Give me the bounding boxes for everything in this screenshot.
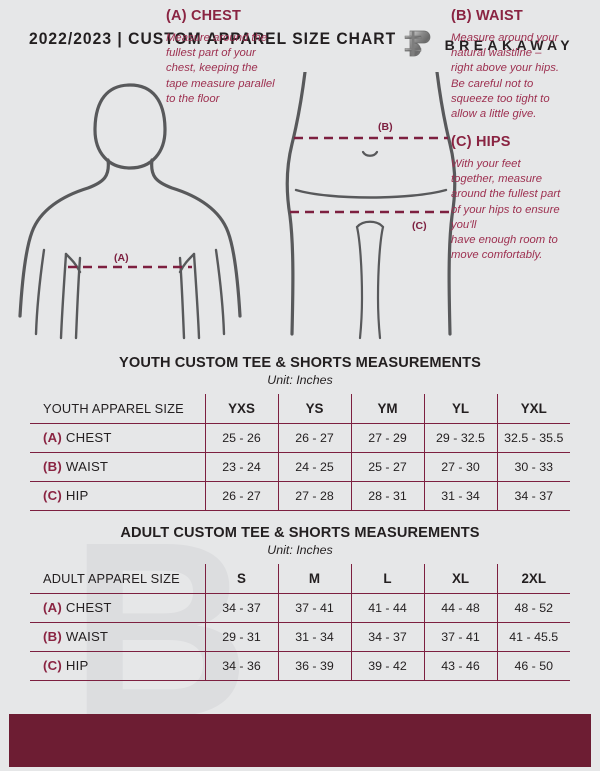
footer-bar [9, 714, 591, 767]
table-row: (B) WAIST 29 - 31 31 - 34 34 - 37 37 - 41… [30, 621, 570, 652]
adult-table-title: ADULT CUSTOM TEE & SHORTS MEASUREMENTS [120, 525, 480, 541]
adult-row-2-tag: (C) [43, 658, 62, 673]
adult-cell-0-3: 44 - 48 [423, 592, 497, 623]
youth-cell-0-0: 25 - 26 [204, 422, 278, 453]
adult-cell-0-4: 48 - 52 [496, 592, 570, 623]
youth-cell-1-1: 24 - 25 [277, 451, 351, 482]
youth-row-1-name: WAIST [65, 459, 109, 474]
table-row: (A) CHEST 34 - 37 37 - 41 41 - 44 44 - 48… [30, 592, 570, 623]
adult-cell-1-2: 34 - 37 [350, 621, 424, 652]
callout-waist-heading: (B) WAIST [451, 8, 523, 24]
youth-row-0-label: (A) CHEST [30, 422, 205, 453]
adult-cell-2-1: 36 - 39 [277, 650, 351, 681]
youth-size-header-3: YL [423, 394, 497, 424]
youth-cell-1-4: 30 - 33 [496, 451, 570, 482]
adult-cell-2-0: 34 - 36 [204, 650, 278, 681]
table-row: (A) CHEST 25 - 26 26 - 27 27 - 29 29 - 32… [30, 422, 570, 453]
youth-cell-0-4: 32.5 - 35.5 [496, 422, 570, 453]
adult-size-table-block: ADULT CUSTOM TEE & SHORTS MEASUREMENTS U… [30, 525, 570, 681]
adult-size-header-1: M [277, 564, 351, 594]
youth-cell-2-3: 31 - 34 [423, 480, 497, 511]
adult-cell-0-0: 34 - 37 [204, 592, 278, 623]
waist-marker-label: (B) [378, 121, 393, 133]
adult-first-col-header: ADULT APPAREL SIZE [30, 564, 205, 594]
youth-cell-2-1: 27 - 28 [277, 480, 351, 511]
youth-cell-1-2: 25 - 27 [350, 451, 424, 482]
adult-row-0-tag: (A) [43, 600, 62, 615]
youth-size-header-1: YS [277, 394, 351, 424]
callout-chest-body: Measure around the fullest part of your … [166, 32, 275, 105]
youth-table-title: YOUTH CUSTOM TEE & SHORTS MEASUREMENTS [119, 355, 481, 371]
adult-table-unit: Unit: Inches [267, 543, 333, 557]
table-row: (C) HIP 26 - 27 27 - 28 28 - 31 31 - 34 3… [30, 480, 570, 511]
adult-cell-2-2: 39 - 42 [350, 650, 424, 681]
hip-marker-label: (C) [412, 220, 427, 232]
adult-size-table: ADULT APPAREL SIZE S M L XL 2XL (A) CHEST… [30, 564, 570, 681]
chest-marker-label: (A) [114, 252, 129, 264]
adult-row-0-label: (A) CHEST [30, 592, 205, 623]
adult-cell-1-3: 37 - 41 [423, 621, 497, 652]
youth-row-0-tag: (A) [43, 430, 62, 445]
upper-body-figure-icon [18, 72, 457, 340]
breakaway-b-monogram-icon [402, 28, 432, 62]
lower-body-figure-icon [285, 72, 457, 340]
adult-row-2-label: (C) HIP [30, 650, 205, 681]
youth-size-table-block: YOUTH CUSTOM TEE & SHORTS MEASUREMENTS U… [30, 355, 570, 511]
adult-row-1-tag: (B) [43, 629, 62, 644]
youth-row-1-tag: (B) [43, 459, 62, 474]
adult-size-header-4: 2XL [496, 564, 570, 594]
adult-row-1-label: (B) WAIST [30, 621, 205, 652]
brand-lockup: BREAKAWAY [402, 28, 574, 62]
youth-cell-0-1: 26 - 27 [277, 422, 351, 453]
adult-cell-1-4: 41 - 45.5 [496, 621, 570, 652]
table-row: (C) HIP 34 - 36 36 - 39 39 - 42 43 - 46 4… [30, 650, 570, 681]
youth-cell-1-0: 23 - 24 [204, 451, 278, 482]
callout-hips-heading: (C) HIPS [451, 134, 511, 150]
youth-size-header-4: YXL [496, 394, 570, 424]
adult-size-header-2: L [350, 564, 424, 594]
adult-size-header-0: S [204, 564, 278, 594]
youth-cell-2-0: 26 - 27 [204, 480, 278, 511]
brand-name: BREAKAWAY [444, 37, 574, 53]
youth-table-header-row: YOUTH APPAREL SIZE YXS YS YM YL YXL [30, 394, 570, 424]
adult-row-2-name: HIP [65, 658, 89, 673]
adult-cell-0-1: 37 - 41 [277, 592, 351, 623]
page-title: 2022/2023 | CUSTOM APPAREL SIZE CHART [29, 29, 397, 48]
callout-hips-body: With your feet together, measure around … [451, 158, 561, 262]
adult-cell-2-4: 46 - 50 [496, 650, 570, 681]
callout-chest-heading: (A) CHEST [166, 8, 242, 24]
youth-size-header-0: YXS [204, 394, 278, 424]
youth-table-unit: Unit: Inches [267, 373, 333, 387]
youth-row-2-tag: (C) [43, 488, 62, 503]
adult-table-header-row: ADULT APPAREL SIZE S M L XL 2XL [30, 564, 570, 594]
youth-row-0-name: CHEST [65, 430, 112, 445]
youth-cell-0-3: 29 - 32.5 [423, 422, 497, 453]
youth-row-1-label: (B) WAIST [30, 451, 205, 482]
youth-row-2-name: HIP [65, 488, 89, 503]
adult-cell-0-2: 41 - 44 [350, 592, 424, 623]
youth-size-header-2: YM [350, 394, 424, 424]
youth-cell-2-4: 34 - 37 [496, 480, 570, 511]
youth-cell-2-2: 28 - 31 [350, 480, 424, 511]
adult-size-header-3: XL [423, 564, 497, 594]
adult-row-0-name: CHEST [65, 600, 112, 615]
youth-cell-0-2: 27 - 29 [350, 422, 424, 453]
callout-chest: (A) CHEST Measure around the fullest par… [166, 8, 301, 107]
adult-row-1-name: WAIST [65, 629, 109, 644]
youth-cell-1-3: 27 - 30 [423, 451, 497, 482]
youth-size-table: YOUTH APPAREL SIZE YXS YS YM YL YXL (A) C… [30, 394, 570, 511]
adult-cell-1-0: 29 - 31 [204, 621, 278, 652]
callout-hips: (C) HIPS With your feet together, measur… [451, 134, 593, 263]
adult-cell-1-1: 31 - 34 [277, 621, 351, 652]
table-row: (B) WAIST 23 - 24 24 - 25 25 - 27 27 - 30… [30, 451, 570, 482]
youth-first-col-header: YOUTH APPAREL SIZE [30, 394, 205, 424]
youth-row-2-label: (C) HIP [30, 480, 205, 511]
callout-waist-body: Measure around your natural waistline – … [451, 32, 560, 121]
callout-waist: (B) WAIST Measure around your natural wa… [451, 8, 591, 122]
adult-cell-2-3: 43 - 46 [423, 650, 497, 681]
page-header: 2022/2023 | CUSTOM APPAREL SIZE CHART [0, 28, 600, 62]
measurement-illustrations: (A) (B) (C) [0, 72, 600, 350]
